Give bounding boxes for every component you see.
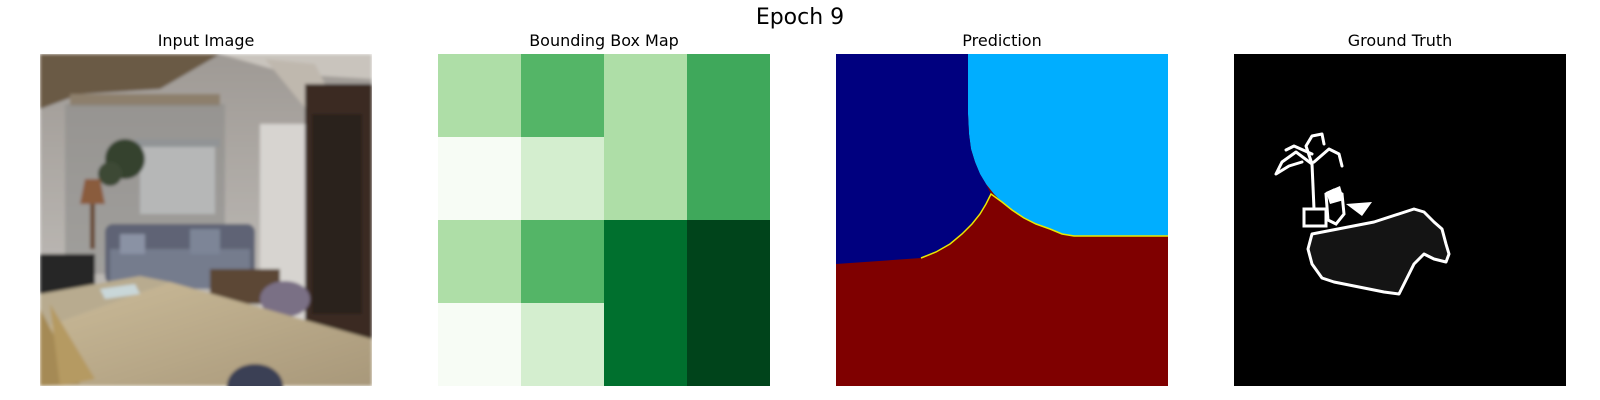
bbox-cell [604,220,688,304]
bbox-cell [687,303,770,386]
bbox-cell [687,54,770,138]
bbox-cell [438,137,522,221]
bbox-cell [521,54,605,138]
bbox-cell [687,220,770,304]
bbox-cell [438,220,522,304]
prediction-boundary [920,192,1168,259]
panel-ground-truth: Ground Truth [1234,30,1566,386]
bounding-box-map [438,54,770,386]
ground-truth-plant [1274,132,1344,176]
bbox-cell [604,54,688,138]
panel-title-input-image: Input Image [157,31,255,50]
panel-prediction: Prediction [836,30,1168,386]
ground-truth-sofa [1306,207,1451,296]
bbox-cell [687,137,770,221]
bbox-cell [438,303,522,386]
input-image-photo [40,54,372,386]
bbox-cell [521,220,605,304]
ground-truth-mask [1234,54,1566,386]
panel-title-prediction: Prediction [962,31,1042,50]
prediction-region-top-left [836,54,991,264]
input-image [40,54,372,386]
prediction-region-top-right [968,54,1168,236]
panel-title-bounding-box-map: Bounding Box Map [529,31,679,50]
prediction-map [836,54,1168,386]
bbox-cell [604,303,688,386]
bbox-cell [521,303,605,386]
prediction-segmentation [836,54,1168,386]
bounding-box-heatmap [438,54,770,386]
ground-truth-white-patch [1346,202,1372,216]
panel-input-image: Input Image [40,30,372,386]
ground-truth-outline [1234,54,1566,386]
bbox-cell [438,54,522,138]
ground-truth-pot [1302,207,1328,228]
figure-title: Epoch 9 [755,5,845,30]
panel-title-ground-truth: Ground Truth [1347,31,1453,50]
bbox-cell [604,137,688,221]
bbox-cell [521,137,605,221]
panel-bounding-box-map: Bounding Box Map [438,30,770,386]
